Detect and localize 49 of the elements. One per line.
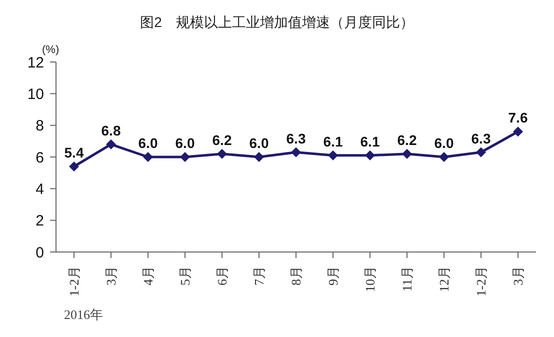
text: 6.1 xyxy=(323,133,343,150)
y-tick-label: 4 xyxy=(36,180,44,198)
text: 6.8 xyxy=(101,122,121,138)
point xyxy=(513,126,523,137)
text: 6.0 xyxy=(249,135,269,151)
text: 2016年 xyxy=(64,306,103,324)
point xyxy=(254,152,264,162)
x-tick-label: 12月 xyxy=(436,266,452,292)
text: 6.1 xyxy=(360,133,380,150)
text: 6.3 xyxy=(471,130,491,146)
point xyxy=(291,147,301,158)
y-tick-label: 6 xyxy=(36,149,44,166)
chart-title: 图2 规模以上工业增加值增速（月度同比） xyxy=(139,14,415,32)
text: 6.2 xyxy=(212,132,232,148)
x-tick-label: 1-2月 xyxy=(66,266,82,296)
text: 6.0 xyxy=(434,135,454,151)
x-tick-label: 10月 xyxy=(362,266,378,292)
x-tick-label: 9月 xyxy=(326,266,340,286)
x-tick-label: 5月 xyxy=(178,266,192,286)
y-tick-label: 10 xyxy=(27,86,44,103)
point xyxy=(106,139,116,150)
y-tick-label: 8 xyxy=(36,118,44,135)
point xyxy=(217,148,227,159)
text: 6.0 xyxy=(138,135,158,151)
x-tick-label: 3月 xyxy=(510,266,526,286)
point xyxy=(365,150,375,160)
y-tick-label: 2 xyxy=(36,212,44,230)
text: 7.6 xyxy=(508,110,528,126)
x-tick-label: 7月 xyxy=(252,266,266,286)
y-tick-label: 0 xyxy=(36,244,44,262)
point xyxy=(476,147,486,158)
y-axis-title: (%) xyxy=(42,44,60,56)
point xyxy=(180,152,190,162)
x-tick-label: 3月 xyxy=(104,266,118,286)
x-tick-label: 6月 xyxy=(214,266,230,286)
x-tick-label: 4月 xyxy=(140,266,156,286)
text: 6.3 xyxy=(286,130,306,146)
text: 6.0 xyxy=(175,135,195,151)
text: 5.4 xyxy=(64,144,84,160)
point xyxy=(143,152,153,162)
point xyxy=(328,150,338,160)
x-tick-label: 8月 xyxy=(288,266,304,286)
text: 6.2 xyxy=(397,132,417,148)
point xyxy=(402,148,412,159)
y-tick-label: 12 xyxy=(27,54,44,72)
point xyxy=(69,162,79,172)
x-tick-label: 11月 xyxy=(400,266,414,292)
point xyxy=(439,152,449,162)
x-tick-label: 1-2月 xyxy=(474,266,488,296)
